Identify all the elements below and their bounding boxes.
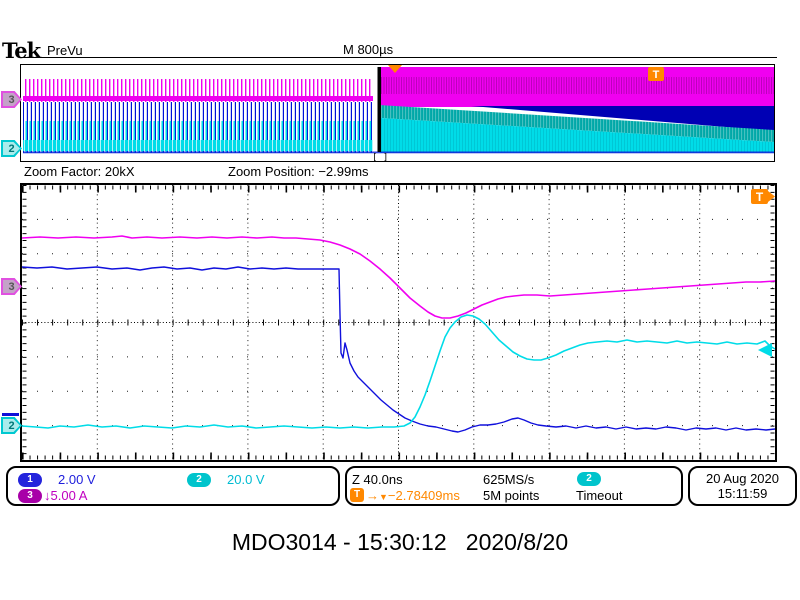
trace-ch1 [21,266,776,433]
time-readout: 15:11:59 [717,486,768,501]
date-readout: 20 Aug 2020 [705,471,780,486]
traces [21,235,776,433]
ch2-scale: 20.0 V [227,472,265,487]
datetime-box: 20 Aug 2020 15:11:59 [688,466,797,506]
overview-trigger-marker: T [648,67,664,81]
zoom-bracket: [ ] [372,153,388,161]
caption: MDO3014 - 15:30:12 2020/8/20 [231,529,569,555]
ch3-scale: ↓5.00 A [44,488,88,503]
horizontal-trigger-box: Z 40.0ns T →▼−2.78409ms 625MS/s 5M point… [345,466,683,506]
trigger-type-readout: Timeout [576,488,623,503]
trigger-t-badge: T [350,488,364,502]
ch1-scale: 2.00 V [58,472,96,487]
zoom-info-row: Zoom Factor: 20kX Zoom Position: −2.99ms [0,164,800,182]
trace-ch2 [21,314,776,429]
zoom-scale-readout: Z 40.0ns [352,472,403,487]
header-rule [20,57,777,58]
zoom-position-readout: Zoom Position: −2.99ms [228,164,369,179]
ch3-badge: 3 [18,489,42,503]
tek-logo: Tek [2,38,41,63]
svg-text:T: T [653,69,660,81]
trigger-arrow-icon: → [366,488,379,503]
trace-ch3 [21,235,776,319]
trigger-position-readout: →▼−2.78409ms [366,488,460,503]
ch1-level-dash [2,413,19,416]
acquisition-mode: PreVu [47,43,83,58]
record-length-readout: 5M points [483,488,540,503]
main-waveform-panel: T [20,183,777,462]
channel-readout-box: 1 2.00 V 2 20.0 V 3 ↓5.00 A [6,466,340,506]
main-waveform: T [21,185,776,460]
overview-ch1-wedge [471,106,774,131]
record-overview-panel: [ ] T [20,64,775,163]
main-ch3-marker: 3 [1,278,22,295]
main-ch2-marker: 2 [1,417,22,434]
ch2-badge: 2 [187,473,211,487]
graticule [22,185,775,460]
zoom-cursor-bar [377,67,381,152]
zoom-factor-readout: Zoom Factor: 20kX [24,164,135,179]
trigger-level-marker: T [751,189,775,204]
expansion-point-icon [388,65,402,73]
trigger-marker-icon: ▼ [379,492,388,502]
overview-waveform: [ ] T [23,65,774,163]
ch2-level-arrow-icon [758,343,772,357]
overview-ch2-marker: 2 [1,140,22,157]
overview-ch3-marker: 3 [1,91,22,108]
ch1-badge: 1 [18,473,42,487]
svg-text:T: T [756,190,764,204]
trigger-source-badge: 2 [577,472,601,486]
timebase-readout: M 800µs [343,42,394,57]
sample-rate-readout: 625MS/s [483,472,535,487]
